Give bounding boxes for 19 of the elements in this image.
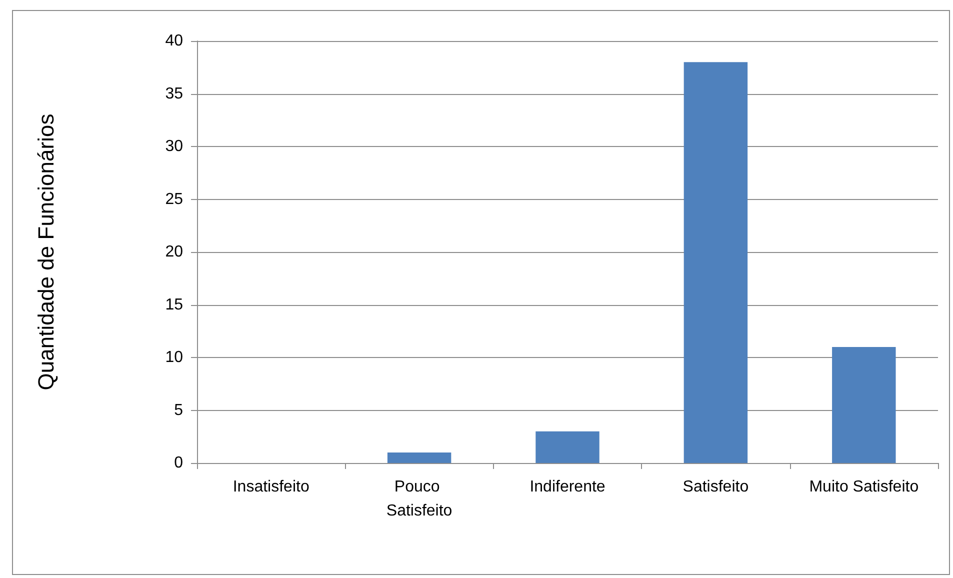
y-tick-label: 0	[174, 454, 184, 472]
y-tick-label: 10	[165, 349, 184, 366]
y-tick-label: 5	[174, 402, 184, 419]
y-tick-label: 40	[165, 32, 184, 50]
y-tick-label: 20	[165, 244, 184, 260]
y-axis-title: Quantidade de Funcionários	[34, 114, 58, 390]
bar	[536, 431, 600, 463]
x-tick-label: Indiferente	[530, 478, 606, 496]
y-tick-label: 15	[165, 296, 184, 314]
y-tick-label: 30	[165, 138, 184, 155]
x-tick-label: Satisfeito	[682, 478, 749, 496]
y-tick-label: 25	[165, 190, 184, 208]
bar	[387, 452, 452, 463]
x-tick-label: Pouco Satisfeito	[386, 478, 452, 520]
bar	[832, 346, 896, 463]
y-tick-label: 35	[165, 85, 184, 102]
x-tick-label: Muito Satisfeito	[809, 478, 919, 496]
bar	[684, 62, 748, 463]
x-tick-label: Insatisfeito	[232, 478, 310, 496]
